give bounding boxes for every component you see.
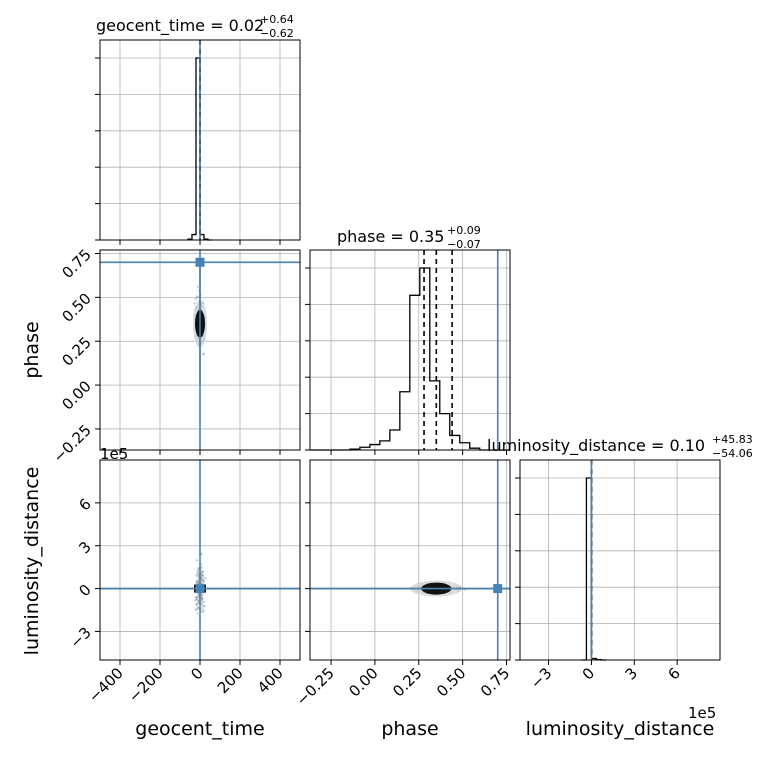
scatter-phase-vs-luminosity-distance-xticklabel-1: 0.00 bbox=[345, 664, 381, 700]
scatter-geocent-time-vs-phase-sample-44 bbox=[195, 295, 199, 298]
scatter-geocent-time-vs-phase-sample-81 bbox=[196, 285, 199, 288]
scatter-geocent-time-vs-luminosity-distance-yticklabel-1: 0 bbox=[75, 581, 94, 600]
hist-luminosity-distance-xticklabel-1: 0 bbox=[579, 664, 598, 683]
scatter-geocent-time-vs-luminosity-distance-sample-125 bbox=[203, 605, 206, 608]
scatter-geocent-time-vs-luminosity-distance-sample-61 bbox=[196, 559, 199, 562]
hist-luminosity-distance-xticklabel-0: −3 bbox=[527, 664, 555, 692]
scatter-geocent-time-vs-luminosity-distance-sample-79 bbox=[202, 610, 205, 614]
scatter-geocent-time-vs-phase-yticklabel-2: 0.25 bbox=[58, 333, 94, 369]
hist-phase-steps bbox=[310, 267, 510, 451]
scatter-phase-vs-luminosity-distance-xticklabel-3: 0.50 bbox=[433, 664, 469, 700]
scatter-geocent-time-vs-luminosity-distance-sample-71 bbox=[201, 593, 204, 597]
scatter-geocent-time-vs-luminosity-distance-grid: −400−200 0 200 400 −3 0 3 6 bbox=[66, 460, 300, 706]
scatter-geocent-time-vs-luminosity-distance-sample-130 bbox=[200, 553, 203, 556]
scatter-geocent-time-vs-luminosity-distance-sample-7 bbox=[200, 566, 203, 569]
scatter-geocent-time-vs-luminosity-distance-sample-101 bbox=[200, 602, 204, 605]
scatter-geocent-time-vs-luminosity-distance-xticklabel-2: 0 bbox=[187, 664, 206, 683]
title-luminosity-distance-minus: −54.06 bbox=[712, 447, 753, 460]
scatter-geocent-time-vs-phase-truth-marker bbox=[195, 257, 205, 267]
title-phase-plus: +0.09 bbox=[447, 224, 481, 237]
scatter-geocent-time-vs-luminosity-distance-xticklabel-0: −400 bbox=[85, 664, 127, 706]
scatter-geocent-time-vs-luminosity-distance-xticklabel-4: 400 bbox=[254, 664, 287, 697]
scatter-geocent-time-vs-luminosity-distance-sample-119 bbox=[200, 599, 203, 602]
scatter-geocent-time-vs-phase-sample-89 bbox=[202, 352, 206, 355]
xlabel-geocent-time: geocent_time bbox=[135, 718, 264, 740]
scatter-geocent-time-vs-luminosity-distance-sample-139 bbox=[201, 579, 204, 582]
scatter-geocent-time-vs-luminosity-distance-frame bbox=[99, 459, 301, 661]
hist-luminosity-distance-frame bbox=[519, 459, 721, 661]
scatter-geocent-time-vs-luminosity-distance-xticklabel-1: −200 bbox=[125, 664, 167, 706]
scatter-geocent-time-vs-luminosity-distance-sample-98 bbox=[196, 581, 199, 584]
scatter-geocent-time-vs-phase-sample-10 bbox=[194, 297, 198, 300]
scatter-geocent-time-vs-phase-grid: −0.25 0.00 0.25 0.50 0.75 bbox=[50, 246, 300, 466]
scatter-geocent-time-vs-phase-yticklabel-0: −0.25 bbox=[50, 421, 95, 466]
scatter-geocent-time-vs-phase-frame bbox=[99, 249, 301, 451]
plot-area: −3 0 3 6−0.250.000.250.500.75−400−200 0 200 40… bbox=[50, 39, 721, 709]
scatter-geocent-time-vs-luminosity-distance-yticklabel-0: −3 bbox=[66, 624, 94, 652]
scatter-geocent-time-vs-luminosity-distance-sample-3 bbox=[195, 574, 198, 577]
title-luminosity-distance: luminosity_distance = 0.10 bbox=[487, 436, 705, 456]
scatter-geocent-time-vs-luminosity-distance-sample-118 bbox=[195, 602, 198, 606]
hist-phase-frame bbox=[309, 249, 511, 451]
scatter-geocent-time-vs-luminosity-distance-sample-54 bbox=[204, 577, 207, 580]
hist-luminosity-distance-steps bbox=[581, 477, 607, 661]
scatter-phase-vs-luminosity-distance-xticklabel-4: 0.75 bbox=[477, 664, 513, 700]
scatter-phase-vs-luminosity-distance-frame bbox=[309, 459, 511, 661]
scatter-geocent-time-vs-luminosity-distance-sample-97 bbox=[195, 608, 198, 611]
hist-geocent-time-grid bbox=[95, 40, 300, 245]
xlabel-phase: phase bbox=[381, 718, 438, 740]
xlabel-luminosity-distance: luminosity_distance bbox=[526, 718, 715, 740]
ylabel-phase: phase bbox=[21, 321, 43, 378]
title-geocent-time-minus: −0.62 bbox=[260, 27, 294, 40]
ylabel-luminosity-distance: luminosity_distance bbox=[21, 467, 43, 656]
scatter-phase-vs-luminosity-distance-xticklabel-0: −0.25 bbox=[293, 664, 338, 709]
scatter-geocent-time-vs-luminosity-distance-sample-137 bbox=[196, 579, 199, 582]
scatter-phase-vs-luminosity-distance-grid: −0.25 0.00 0.25 0.50 0.75 bbox=[293, 460, 513, 709]
scatter-geocent-time-vs-luminosity-distance-sample-17 bbox=[202, 600, 205, 604]
scatter-geocent-time-vs-luminosity-distance-sample-108 bbox=[196, 606, 199, 609]
hist-luminosity-distance-grid: −3 0 3 6 bbox=[515, 460, 720, 692]
hist-phase-grid bbox=[305, 250, 510, 455]
title-phase-minus: −0.07 bbox=[447, 238, 481, 251]
scatter-geocent-time-vs-luminosity-distance-sample-1 bbox=[202, 608, 205, 612]
scatter-geocent-time-vs-luminosity-distance-truth-marker bbox=[195, 584, 205, 594]
scatter-geocent-time-vs-luminosity-distance-sample-92 bbox=[196, 612, 199, 615]
scatter-geocent-time-vs-luminosity-distance-sample-65 bbox=[201, 570, 204, 573]
hist-luminosity-distance-xticklabel-3: 6 bbox=[664, 664, 683, 683]
scatter-geocent-time-vs-phase-sample-139 bbox=[193, 302, 196, 305]
scatter-geocent-time-vs-luminosity-distance-sample-135 bbox=[197, 593, 200, 596]
offset-luminosity-distance-x: 1e5 bbox=[688, 704, 716, 722]
scatter-geocent-time-vs-luminosity-distance-yticklabel-3: 6 bbox=[75, 495, 94, 514]
scatter-geocent-time-vs-luminosity-distance-sample-95 bbox=[200, 596, 204, 600]
scatter-geocent-time-vs-luminosity-distance-sample-117 bbox=[194, 596, 197, 599]
scatter-geocent-time-vs-phase-yticklabel-1: 0.00 bbox=[58, 377, 94, 413]
hist-luminosity-distance-xticklabel-2: 3 bbox=[622, 664, 641, 683]
scatter-geocent-time-vs-luminosity-distance-sample-110 bbox=[202, 573, 205, 577]
scatter-geocent-time-vs-luminosity-distance-sample-107 bbox=[200, 607, 203, 610]
title-luminosity-distance-plus: +45.83 bbox=[712, 433, 753, 446]
scatter-geocent-time-vs-phase-yticklabel-3: 0.50 bbox=[58, 289, 94, 325]
title-geocent-time-plus: +0.64 bbox=[260, 13, 294, 26]
hist-geocent-time-frame bbox=[99, 39, 301, 241]
title-geocent-time: geocent_time = 0.02 bbox=[96, 16, 264, 36]
scatter-geocent-time-vs-luminosity-distance-xticklabel-3: 200 bbox=[214, 664, 247, 697]
scatter-geocent-time-vs-luminosity-distance-sample-138 bbox=[196, 602, 200, 605]
scatter-geocent-time-vs-phase-yticklabel-4: 0.75 bbox=[58, 246, 94, 282]
scatter-phase-vs-luminosity-distance-truth-marker bbox=[493, 584, 503, 594]
scatter-geocent-time-vs-luminosity-distance-sample-82 bbox=[196, 571, 199, 574]
scatter-geocent-time-vs-luminosity-distance-yticklabel-2: 3 bbox=[75, 538, 94, 557]
scatter-phase-vs-luminosity-distance-xticklabel-2: 0.25 bbox=[389, 664, 425, 700]
title-phase: phase = 0.35 bbox=[337, 227, 444, 246]
